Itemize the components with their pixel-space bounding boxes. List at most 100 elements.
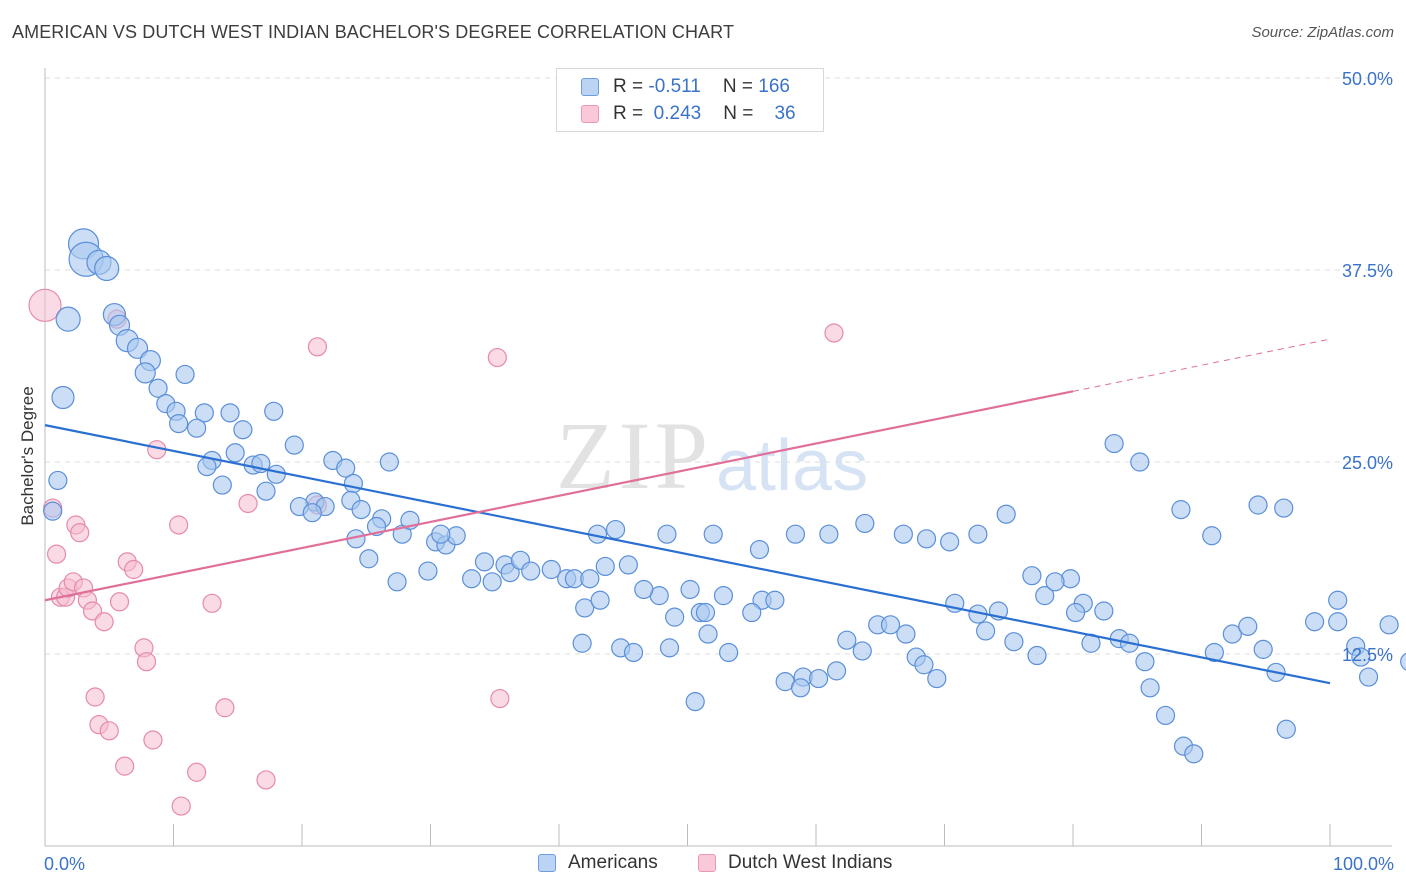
data-point	[115, 756, 135, 776]
data-point	[109, 592, 130, 612]
legend: R = -0.511 N = 166 R = 0.243 N = 36	[556, 68, 824, 132]
data-point	[307, 337, 328, 357]
data-point	[605, 519, 626, 540]
data-point	[1027, 645, 1047, 666]
data-point	[968, 524, 988, 544]
data-point	[359, 549, 379, 569]
data-point	[976, 621, 996, 641]
chart-title: AMERICAN VS DUTCH WEST INDIAN BACHELOR'S…	[12, 22, 735, 42]
x-tick-label: 100.0%	[1333, 854, 1394, 874]
watermark: ZIP atlas	[556, 402, 868, 509]
bottom-legend-dutch: Dutch West Indians	[698, 852, 892, 874]
y-tick-label: 12.5%	[1342, 645, 1393, 665]
data-point	[1004, 632, 1024, 652]
data-point	[940, 532, 960, 552]
x-tick-labels: 0.0% 100.0%	[44, 854, 1394, 874]
data-point	[351, 500, 371, 520]
data-point	[85, 687, 105, 707]
data-point	[855, 513, 875, 534]
data-point	[238, 493, 258, 514]
data-point	[1248, 495, 1268, 515]
data-point	[1274, 498, 1294, 518]
data-point	[541, 559, 561, 580]
data-point	[618, 555, 638, 575]
data-point	[837, 630, 857, 650]
legend-r-value: -0.511	[648, 76, 701, 97]
data-point	[171, 796, 191, 816]
data-point	[124, 559, 144, 580]
data-point	[143, 730, 163, 750]
bottom-legend-swatch-dutch	[698, 854, 716, 872]
data-point	[46, 544, 67, 564]
data-point	[790, 678, 811, 698]
y-tick-label: 37.5%	[1342, 261, 1393, 281]
grid-lines	[45, 77, 1392, 655]
data-point	[233, 420, 253, 440]
data-point	[1060, 569, 1081, 589]
legend-n-value: 166	[758, 76, 790, 97]
data-point	[194, 403, 214, 423]
data-point	[431, 524, 451, 544]
data-point	[680, 579, 700, 600]
data-point	[55, 306, 81, 332]
legend-r-label: R =	[613, 76, 644, 97]
data-point	[302, 503, 322, 523]
data-point	[487, 347, 507, 368]
data-point	[580, 569, 600, 589]
data-point	[927, 668, 947, 689]
data-point	[1379, 615, 1399, 635]
data-point	[1276, 719, 1296, 739]
data-point	[659, 638, 680, 658]
data-point	[256, 770, 276, 790]
data-point	[880, 615, 901, 635]
data-point	[94, 612, 114, 632]
trend-lines	[44, 338, 1331, 685]
data-point	[1253, 639, 1273, 659]
x-tick-label: 0.0%	[44, 854, 85, 874]
data-point	[819, 524, 839, 544]
data-point	[572, 633, 592, 653]
data-point	[343, 473, 363, 494]
y-tick-label: 25.0%	[1342, 453, 1393, 473]
data-point	[462, 569, 482, 589]
legend-n-label: N =	[723, 103, 754, 124]
data-point	[169, 414, 189, 434]
data-point	[1065, 602, 1086, 623]
bottom-legend-swatch-americans	[538, 854, 556, 872]
data-point	[685, 692, 705, 712]
data-point	[893, 524, 913, 544]
data-point	[1094, 601, 1114, 621]
data-point	[749, 539, 770, 560]
legend-swatch-americans	[581, 78, 599, 96]
data-point	[284, 435, 304, 455]
data-point	[1304, 612, 1325, 632]
data-point	[264, 401, 284, 421]
data-point	[713, 586, 734, 606]
data-point	[215, 698, 235, 718]
data-point	[703, 524, 723, 544]
data-point	[852, 641, 872, 661]
trend-line	[1072, 338, 1331, 392]
data-point	[220, 403, 240, 423]
data-point	[256, 481, 276, 501]
data-point	[336, 458, 356, 478]
data-point	[94, 255, 120, 282]
data-point	[914, 655, 934, 675]
legend-n-label: N =	[722, 76, 753, 97]
data-point	[51, 385, 75, 410]
data-point	[719, 642, 739, 663]
legend-r-value: 0.243	[653, 103, 702, 124]
data-point	[202, 593, 222, 613]
y-axis-label: Bachelor's Degree	[18, 386, 37, 526]
data-point	[824, 323, 844, 343]
data-point	[169, 515, 189, 535]
series-americans	[43, 228, 1406, 764]
data-point	[1130, 452, 1150, 472]
data-point	[1104, 433, 1124, 454]
data-point	[187, 762, 207, 782]
data-point	[1328, 612, 1348, 632]
axes	[44, 68, 1392, 847]
data-point	[634, 579, 654, 600]
data-point	[187, 418, 207, 438]
